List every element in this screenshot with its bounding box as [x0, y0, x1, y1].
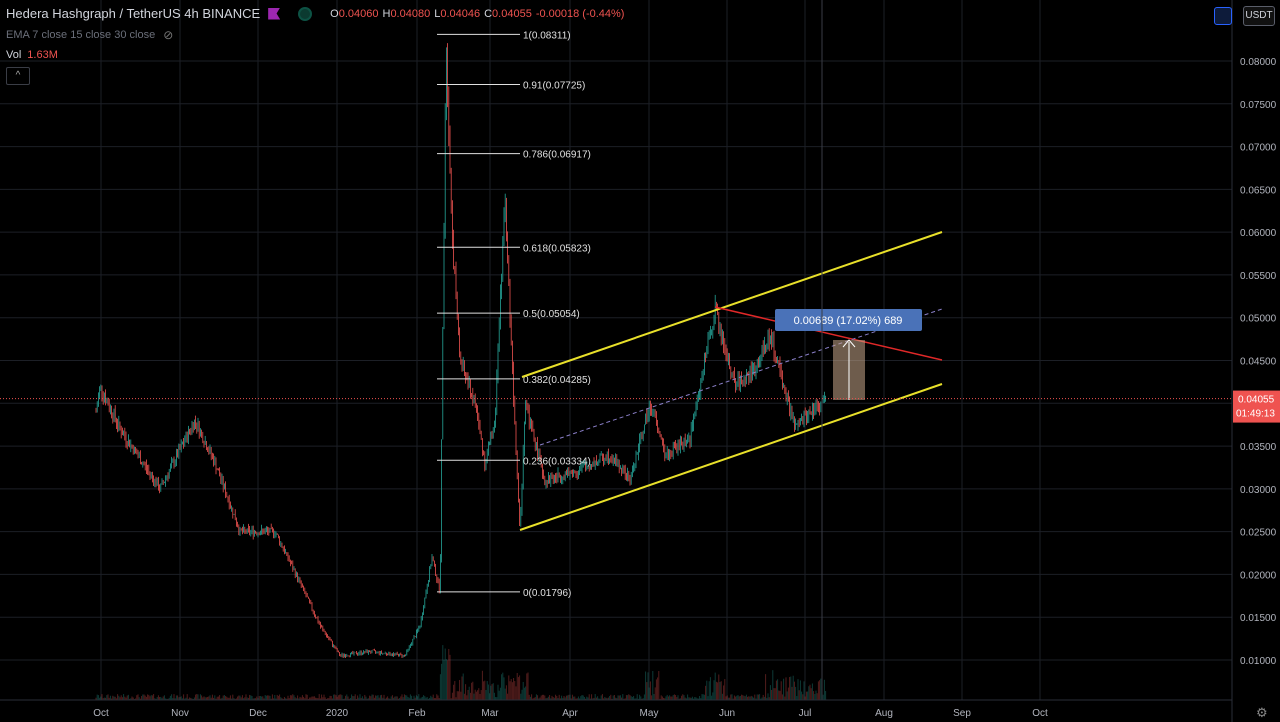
chart-grid [0, 0, 1232, 700]
countdown-label: 01:49:13 [1236, 409, 1275, 420]
ohlc-values: O0.04060 H0.04080 L0.04046 C0.04055 -0.0… [330, 7, 625, 20]
fib-level-label: 0.5(0.05054) [523, 309, 580, 320]
time-label: Jul [799, 708, 812, 719]
time-label: Apr [562, 708, 578, 719]
price-tick-label: 0.08000 [1240, 57, 1277, 68]
time-label: Nov [171, 708, 189, 719]
ema-label: EMA 7 close 15 close 30 close [6, 29, 156, 41]
connection-icon [298, 6, 313, 21]
time-label: Dec [249, 708, 267, 719]
price-tick-label: 0.03500 [1240, 442, 1277, 453]
fib-level-label: 0.91(0.07725) [523, 81, 585, 92]
time-label: Oct [1032, 708, 1048, 719]
currency-button[interactable]: USDT [1243, 6, 1275, 26]
price-tick-label: 0.02500 [1240, 528, 1277, 539]
price-tick-label: 0.02000 [1240, 570, 1277, 581]
time-label: Aug [875, 708, 893, 719]
price-tick-label: 0.01500 [1240, 613, 1277, 624]
time-label: Feb [408, 708, 426, 719]
volume-indicator[interactable]: Vol 1.63M [6, 49, 58, 61]
price-tick-label: 0.05500 [1240, 271, 1277, 282]
time-label: Oct [93, 708, 109, 719]
resistance-line [714, 306, 943, 361]
eye-hidden-icon[interactable]: ⊘ [163, 28, 174, 42]
drawings: 0.00689 (17.02%) 689 [519, 0, 943, 700]
ema-indicator[interactable]: EMA 7 close 15 close 30 close ⊘ [6, 28, 173, 42]
measure-arrow-head [842, 339, 856, 348]
fib-level-label: 0(0.01796) [523, 588, 571, 599]
measure-label: 0.00689 (17.02%) 689 [794, 315, 903, 327]
price-tick-label: 0.06000 [1240, 228, 1277, 239]
time-label: May [640, 708, 659, 719]
price-tick-label: 0.07000 [1240, 143, 1277, 154]
fib-level-label: 1(0.08311) [523, 30, 571, 41]
symbol-header: Hedera Hashgraph / TetherUS 4h BINANCE O… [6, 6, 624, 21]
collapse-chevron-up-icon[interactable]: ^ [6, 67, 30, 85]
fib-level-label: 0.786(0.06917) [523, 150, 591, 161]
time-label: Jun [719, 708, 735, 719]
price-tick-label: 0.03000 [1240, 485, 1277, 496]
screenshot-icon[interactable] [1214, 7, 1232, 25]
candles [95, 43, 826, 659]
time-label: Mar [481, 708, 499, 719]
change-value: -0.00018 (-0.44%) [535, 7, 625, 20]
fib-level-label: 0.382(0.04285) [523, 375, 591, 386]
time-axis[interactable]: Oct Nov Dec 2020 Feb Mar Apr May Jun Jul Aug Sep Oct… [0, 699, 1268, 721]
price-tick-label: 0.05000 [1240, 314, 1277, 325]
price-tick-label: 0.07500 [1240, 100, 1277, 111]
interval-label[interactable]: 4h [184, 6, 199, 21]
channel-upper-line [521, 231, 943, 378]
time-label: Sep [953, 708, 971, 719]
volume-value: 1.63M [27, 49, 58, 61]
fib-level-label: 0.236(0.03334) [523, 456, 591, 467]
fib-level-label: 0.618(0.05823) [523, 243, 591, 254]
symbol-title[interactable]: Hedera Hashgraph / TetherUS 4h BINANCE [6, 6, 261, 21]
price-tick-label: 0.06500 [1240, 185, 1277, 196]
current-price-tag [1233, 390, 1280, 423]
fibonacci-retracement[interactable]: 1(0.08311) 0.91(0.07725) 0.786(0.06917) 0.6… [437, 30, 591, 599]
flag-icon[interactable] [268, 7, 281, 20]
channel-lower-line [519, 383, 943, 531]
settings-gear-icon[interactable]: ⚙ [1256, 706, 1268, 721]
trend-dashed-line [539, 308, 943, 446]
exchange-label: BINANCE [202, 6, 261, 21]
price-tick-label: 0.01000 [1240, 656, 1277, 667]
price-tick-label: 0.04500 [1240, 357, 1277, 368]
volume-label: Vol [6, 49, 22, 61]
time-label: 2020 [326, 708, 349, 719]
volume-bars [95, 645, 827, 700]
current-price-label: 0.04055 [1238, 395, 1275, 406]
measure-label-bg [775, 309, 922, 331]
